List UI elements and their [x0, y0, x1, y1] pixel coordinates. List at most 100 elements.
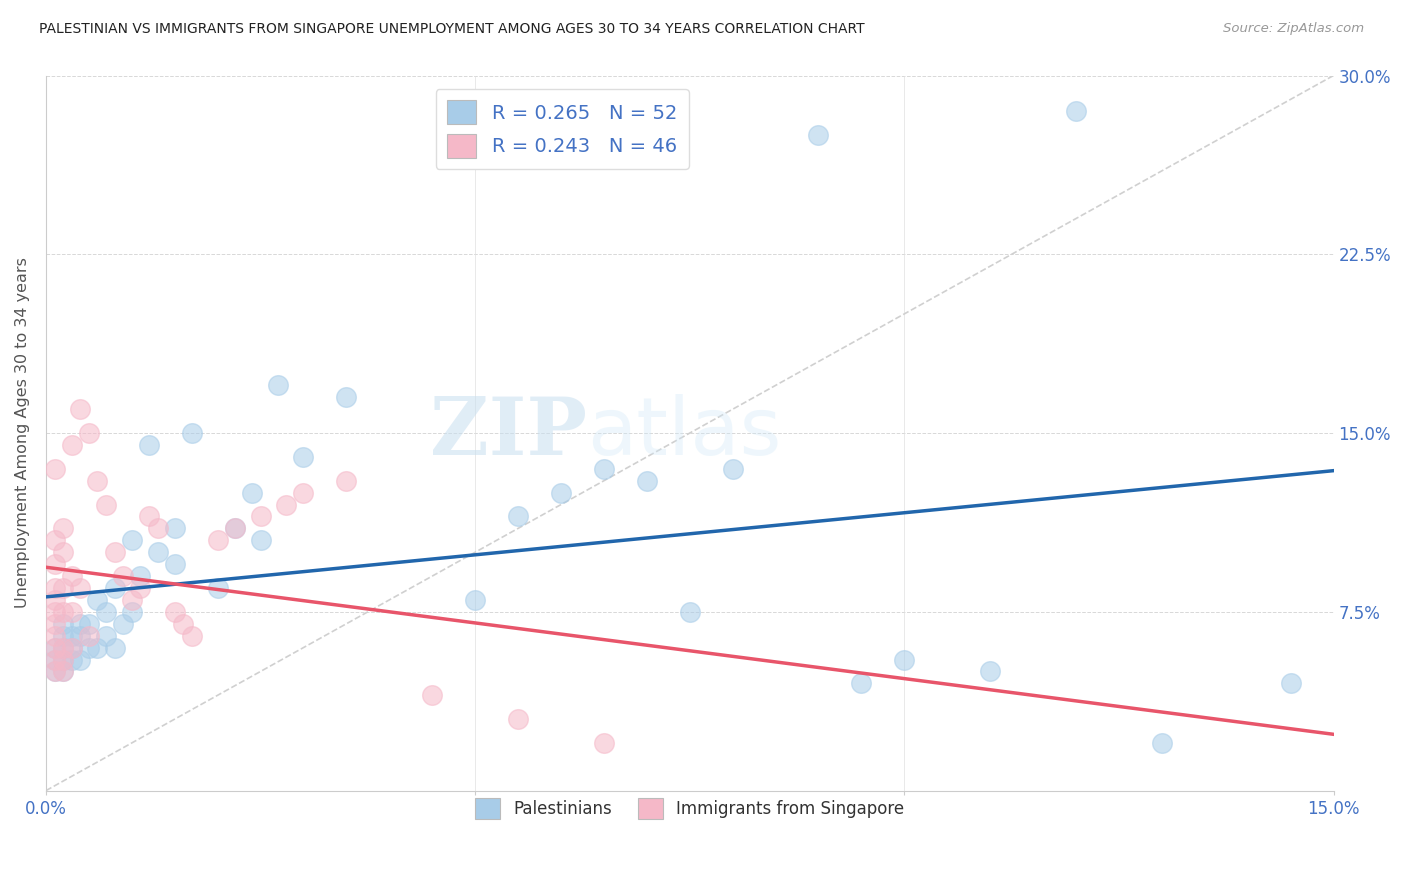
Point [893, 652, 915, 666]
Point [44, 652, 66, 666]
Point [60, 640, 83, 655]
Point [121, 533, 143, 548]
Point [112, 616, 135, 631]
Point [77, 629, 100, 643]
Point [163, 557, 186, 571]
Text: atlas: atlas [586, 394, 782, 472]
Point [138, 438, 160, 452]
Point [69, 629, 91, 643]
Point [52, 581, 75, 595]
Point [44, 533, 66, 548]
Point [506, 712, 529, 726]
Point [180, 629, 202, 643]
Point [69, 581, 91, 595]
Point [335, 390, 357, 404]
Point [52, 605, 75, 619]
Point [121, 605, 143, 619]
Point [94, 498, 117, 512]
Legend: Palestinians, Immigrants from Singapore: Palestinians, Immigrants from Singapore [468, 791, 911, 825]
Point [146, 545, 169, 559]
Point [636, 474, 658, 488]
Point [979, 665, 1001, 679]
Point [1064, 104, 1087, 119]
Point [69, 402, 91, 417]
Point [44, 629, 66, 643]
Point [335, 474, 357, 488]
Point [52, 665, 75, 679]
Point [86, 474, 108, 488]
Point [44, 616, 66, 631]
Point [240, 485, 263, 500]
Text: PALESTINIAN VS IMMIGRANTS FROM SINGAPORE UNEMPLOYMENT AMONG AGES 30 TO 34 YEARS : PALESTINIAN VS IMMIGRANTS FROM SINGAPORE… [39, 22, 865, 37]
Point [60, 629, 83, 643]
Point [464, 593, 486, 607]
Point [44, 665, 66, 679]
Point [172, 616, 194, 631]
Point [52, 616, 75, 631]
Point [44, 593, 66, 607]
Point [44, 581, 66, 595]
Point [44, 462, 66, 476]
Point [129, 569, 152, 583]
Point [52, 652, 75, 666]
Point [163, 605, 186, 619]
Point [292, 450, 315, 464]
Point [593, 462, 616, 476]
Point [52, 652, 75, 666]
Point [52, 640, 75, 655]
Point [121, 593, 143, 607]
Point [44, 557, 66, 571]
Point [86, 593, 108, 607]
Point [506, 509, 529, 524]
Point [249, 509, 271, 524]
Point [94, 605, 117, 619]
Point [224, 521, 246, 535]
Point [44, 640, 66, 655]
Point [292, 485, 315, 500]
Point [94, 629, 117, 643]
Point [267, 378, 290, 392]
Point [52, 629, 75, 643]
Text: ZIP: ZIP [430, 394, 586, 472]
Point [60, 438, 83, 452]
Point [44, 640, 66, 655]
Point [163, 521, 186, 535]
Point [679, 605, 702, 619]
Point [52, 640, 75, 655]
Point [249, 533, 271, 548]
Text: Source: ZipAtlas.com: Source: ZipAtlas.com [1223, 22, 1364, 36]
Point [1279, 676, 1302, 690]
Point [60, 605, 83, 619]
Point [807, 128, 830, 142]
Point [550, 485, 572, 500]
Point [86, 640, 108, 655]
Point [69, 652, 91, 666]
Point [207, 533, 229, 548]
Point [52, 545, 75, 559]
Point [593, 736, 616, 750]
Point [44, 652, 66, 666]
Point [851, 676, 873, 690]
Point [104, 545, 127, 559]
Point [207, 581, 229, 595]
Point [1150, 736, 1173, 750]
Point [104, 581, 127, 595]
Point [60, 640, 83, 655]
Point [77, 616, 100, 631]
Point [77, 425, 100, 440]
Point [112, 569, 135, 583]
Point [224, 521, 246, 535]
Point [104, 640, 127, 655]
Point [44, 665, 66, 679]
Point [180, 425, 202, 440]
Point [420, 688, 443, 702]
Point [52, 521, 75, 535]
Point [60, 569, 83, 583]
Point [146, 521, 169, 535]
Y-axis label: Unemployment Among Ages 30 to 34 years: Unemployment Among Ages 30 to 34 years [15, 258, 30, 608]
Point [138, 509, 160, 524]
Point [44, 605, 66, 619]
Point [69, 616, 91, 631]
Point [52, 665, 75, 679]
Point [276, 498, 298, 512]
